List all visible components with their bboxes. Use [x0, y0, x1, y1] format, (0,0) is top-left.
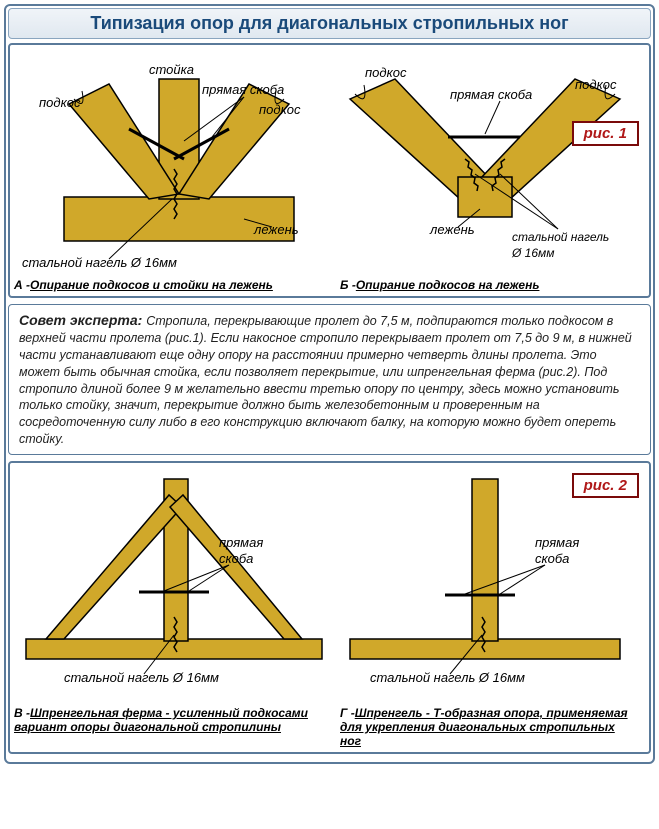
caption-B: Б - Опирание подкосов на лежень [340, 278, 645, 292]
svg-text:прямая скоба: прямая скоба [450, 87, 532, 102]
diagram-A: подкос стойка прямая скоба подкос лежень… [14, 49, 334, 292]
panel-fig1: рис. 1 [8, 43, 651, 298]
advice-title: Совет эксперта: [19, 312, 146, 328]
fig2-label: рис. 2 [572, 473, 639, 498]
svg-text:лежень: лежень [253, 222, 299, 237]
svg-text:подкос: подкос [39, 95, 81, 110]
caption-V: В - Шпренгельная ферма - усиленный подко… [14, 706, 314, 734]
svg-text:скоба: скоба [219, 551, 253, 566]
diagram-G: прямая скоба стальной нагель Ø 16мм Г - … [340, 467, 645, 748]
fig1-label: рис. 1 [572, 121, 639, 146]
caption-A: А - Опирание подкосов и стойки на лежень [14, 278, 334, 292]
diagram-B: подкос прямая скоба подкос лежень стальн… [340, 49, 645, 292]
svg-text:лежень: лежень [429, 222, 475, 237]
svg-text:стойка: стойка [149, 62, 194, 77]
caption-G: Г - Шпренгель - Т-образная опора, примен… [340, 706, 630, 748]
svg-diagram-A: подкос стойка прямая скоба подкос лежень… [14, 49, 334, 274]
diagram-V: прямая скоба стальной нагель Ø 16мм В - … [14, 467, 334, 748]
svg-text:скоба: скоба [535, 551, 569, 566]
svg-text:подкос: подкос [259, 102, 301, 117]
page-title: Типизация опор для диагональных стропиль… [90, 13, 568, 33]
panel-fig2: рис. 2 прямая [8, 461, 651, 754]
svg-diagram-V: прямая скоба стальной нагель Ø 16мм [14, 467, 334, 702]
svg-text:Ø 16мм: Ø 16мм [511, 246, 554, 260]
svg-text:прямая: прямая [219, 535, 263, 550]
svg-text:подкос: подкос [365, 65, 407, 80]
advice-body: Стропила, перекрывающие пролет до 7,5 м,… [19, 314, 632, 446]
svg-text:стальной нагель: стальной нагель [512, 230, 609, 244]
svg-text:стальной нагель Ø 16мм: стальной нагель Ø 16мм [370, 670, 525, 685]
title-bar: Типизация опор для диагональных стропиль… [8, 8, 651, 39]
svg-text:стальной нагель Ø 16мм: стальной нагель Ø 16мм [64, 670, 219, 685]
svg-diagram-G: прямая скоба стальной нагель Ø 16мм [340, 467, 640, 702]
svg-diagram-B: подкос прямая скоба подкос лежень стальн… [340, 49, 640, 274]
svg-text:стальной нагель Ø 16мм: стальной нагель Ø 16мм [22, 255, 177, 270]
outer-frame: Типизация опор для диагональных стропиль… [4, 4, 655, 764]
svg-text:прямая: прямая [535, 535, 579, 550]
svg-text:прямая скоба: прямая скоба [202, 82, 284, 97]
svg-text:подкос: подкос [575, 77, 617, 92]
advice-box: Совет эксперта: Стропила, перекрывающие … [8, 304, 651, 455]
